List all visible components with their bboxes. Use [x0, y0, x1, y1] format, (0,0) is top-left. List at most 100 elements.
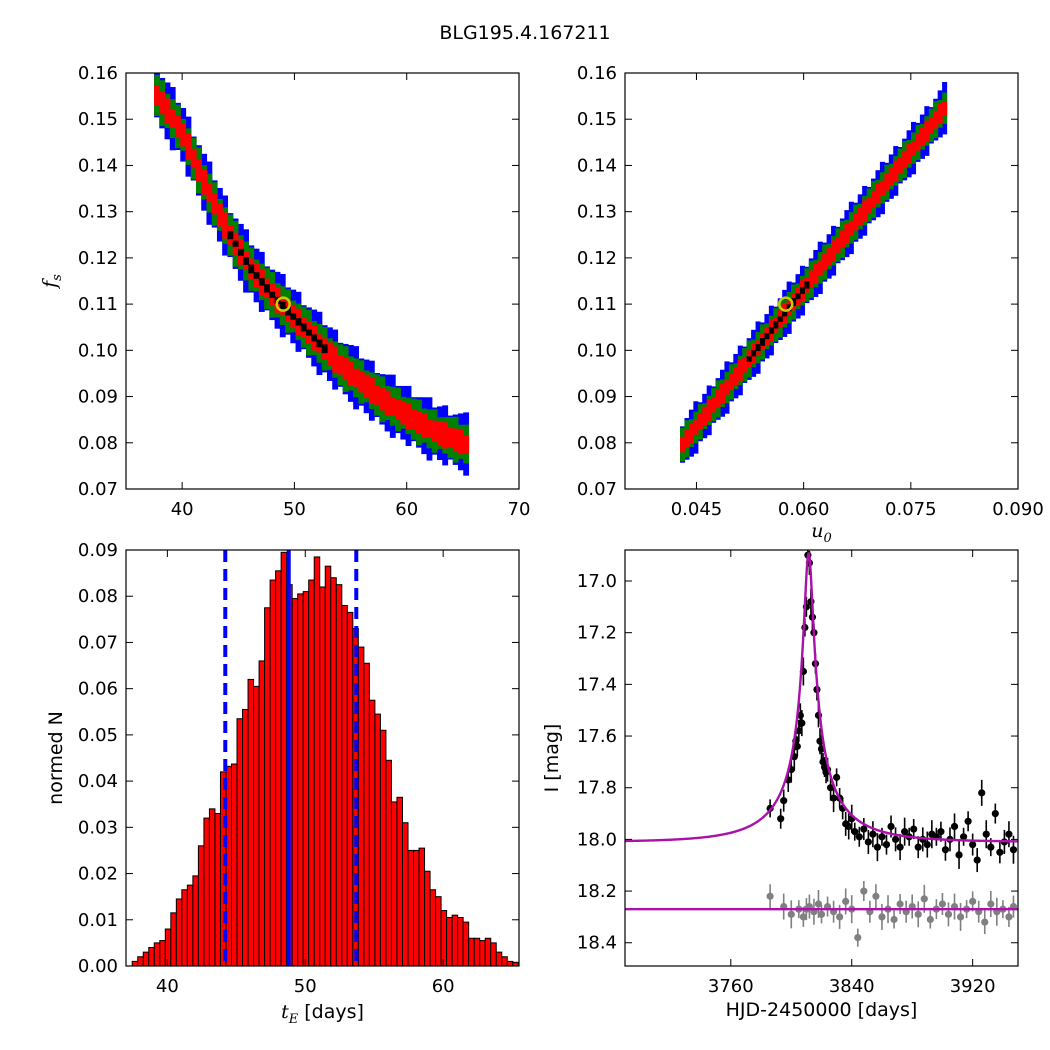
histogram-bar: [374, 713, 381, 967]
heatmap-cell-1-sigma: [154, 85, 160, 106]
axes-frame: [624, 72, 1019, 490]
data-point: [860, 825, 868, 833]
histogram-bar: [341, 604, 348, 967]
axes-frame: [624, 549, 1019, 967]
histogram-bar: [170, 912, 177, 967]
heatmap-cell-1-sigma: [201, 169, 208, 195]
heatmap-cell-densest: [279, 301, 286, 310]
histogram-bar: [407, 849, 415, 967]
histogram-bar: [335, 584, 343, 967]
x-tick-label: 50: [283, 499, 306, 520]
histogram-bar: [264, 607, 271, 967]
y-tick-label: 0.09: [78, 540, 118, 561]
heatmap-cell-1-sigma: [857, 207, 863, 226]
heatmap-cell-1-sigma: [813, 263, 819, 284]
heatmap-cell-1-sigma: [702, 406, 708, 426]
x-tick-label: 0.075: [885, 499, 937, 520]
data-point: [944, 910, 953, 918]
data-point: [799, 913, 807, 921]
data-point: [969, 840, 977, 849]
data-point: [833, 773, 841, 781]
heatmap-cell-1-sigma: [728, 373, 734, 391]
heatmap-cell-1-sigma: [697, 413, 703, 431]
y-tick-label: 0.08: [78, 586, 118, 607]
histogram-bar: [396, 796, 403, 967]
heatmap-cell-densest: [768, 327, 774, 334]
data-point: [973, 856, 981, 864]
x-axis-label: HJD-2450000 [days]: [726, 999, 918, 1021]
heatmap-cell-1-sigma: [222, 212, 229, 239]
y-tick-label: 0.10: [577, 340, 617, 361]
data-point: [914, 910, 922, 918]
heatmap-cell-1-sigma: [358, 371, 365, 393]
y-axis-label: normed N: [45, 711, 67, 805]
heatmap-cell-1-sigma: [347, 361, 354, 386]
x-axis-label: u0: [811, 520, 832, 546]
data-point: [891, 835, 900, 843]
data-point: [855, 833, 863, 841]
heatmap-cell-densest: [227, 230, 234, 240]
data-point: [910, 825, 918, 833]
heatmap-cell-1-sigma: [822, 253, 828, 271]
data-point: [887, 822, 895, 831]
heatmap-cell-1-sigma: [389, 397, 396, 416]
heatmap-cell-densest: [264, 284, 270, 293]
heatmap-cell-densest: [746, 356, 752, 362]
data-point: [829, 794, 838, 802]
heatmap-cell-1-sigma: [447, 427, 454, 448]
data-point: [851, 828, 859, 836]
x-tick-label: 60: [432, 976, 455, 997]
heatmap-cell-densest: [306, 329, 312, 336]
data-point: [981, 918, 989, 926]
histogram-bar: [159, 940, 166, 967]
histogram-bar: [468, 937, 475, 967]
y-axis-label: I [mag]: [541, 724, 563, 793]
data-point: [1005, 830, 1013, 838]
x-tick-label: 70: [508, 499, 531, 520]
heatmap-cell-1-sigma: [374, 385, 380, 405]
data-point: [826, 784, 835, 792]
y-tick-label: 0.13: [577, 202, 617, 223]
heatmap-cell-1-sigma: [384, 390, 391, 416]
data-point: [955, 851, 963, 859]
data-point: [964, 817, 972, 825]
heatmap-cell-densest: [285, 306, 291, 316]
data-point: [941, 846, 950, 854]
data-point: [836, 913, 844, 921]
heatmap-cell-densest: [786, 304, 792, 312]
histogram-bar: [435, 896, 442, 967]
data-point: [798, 719, 806, 727]
heatmap-cell-1-sigma: [942, 101, 948, 116]
data-point: [920, 895, 928, 903]
histogram-bar: [208, 808, 216, 967]
heatmap-cell-1-sigma: [884, 174, 890, 191]
data-point: [926, 915, 934, 924]
heatmap-cell-1-sigma: [724, 380, 730, 395]
y-tick-label: 0.08: [577, 433, 617, 454]
heatmap-cell-1-sigma: [175, 116, 181, 137]
heatmap-cell-1-sigma: [395, 399, 401, 420]
lc-plot-area: [625, 550, 1018, 947]
heatmap-cell-1-sigma: [835, 237, 841, 253]
histogram-bar: [258, 660, 266, 967]
y-tick-label: 0.16: [577, 63, 617, 84]
histogram-bar: [413, 849, 420, 967]
heatmap-cell-1-sigma: [442, 422, 449, 449]
heatmap-cell-1-sigma: [911, 140, 917, 156]
heatmap-cell-densest: [321, 344, 328, 354]
x-tick-label: 0.045: [671, 499, 723, 520]
heatmap-cell-1-sigma: [169, 109, 176, 128]
heatmap-cell-1-sigma: [185, 133, 192, 160]
data-point: [878, 913, 886, 921]
heatmap-cell-1-sigma: [353, 368, 360, 387]
heatmap-cell-1-sigma: [363, 374, 370, 399]
y-tick-label: 0.16: [78, 63, 118, 84]
y-tick-label: 0.07: [577, 479, 617, 500]
heatmap-cell-1-sigma: [405, 402, 412, 430]
data-point: [901, 828, 909, 836]
y-tick-label: 0.06: [78, 679, 118, 700]
data-point: [872, 892, 880, 900]
histogram-bar: [214, 812, 221, 967]
data-point: [878, 833, 886, 841]
histogram-bar: [440, 910, 448, 967]
